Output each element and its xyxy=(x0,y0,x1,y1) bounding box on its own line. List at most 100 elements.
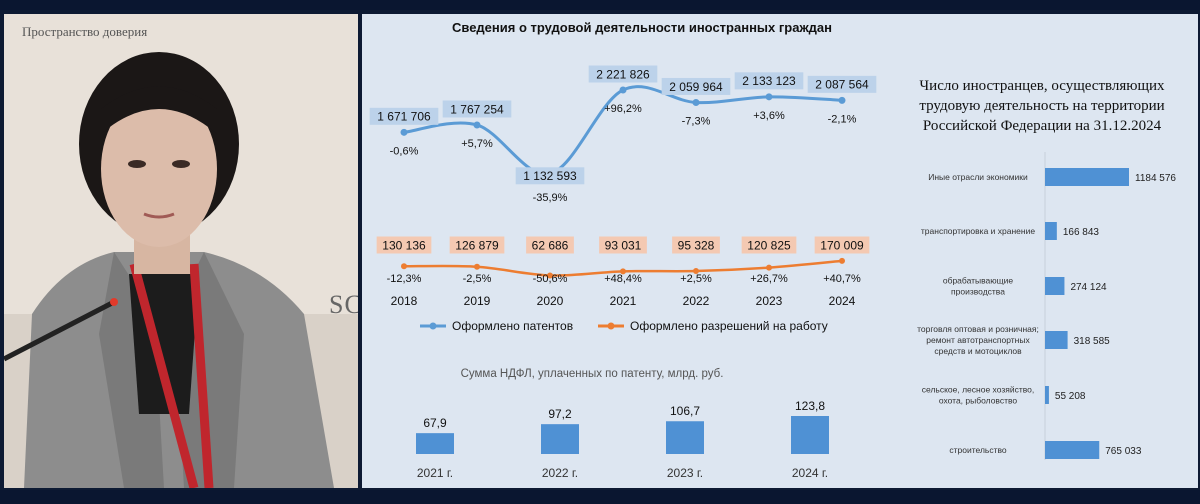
ndfl-chart-title: Сумма НДФЛ, уплаченных по патенту, млрд.… xyxy=(461,368,724,380)
ndfl-category-label: 2024 г. xyxy=(792,466,828,480)
patents-change-label: -2,1% xyxy=(828,113,857,125)
year-tick-label: 2018 xyxy=(391,294,418,308)
patents-point xyxy=(838,96,846,104)
permits-point xyxy=(766,264,772,271)
patents-value-label: 2 087 564 xyxy=(815,78,869,92)
industry-category-label: ремонт автотранспортных xyxy=(926,335,1030,345)
patents-point xyxy=(692,98,700,106)
industry-category-label: производства xyxy=(951,287,1005,297)
patents-change-label: +3,6% xyxy=(753,110,785,122)
ndfl-value-label: 123,8 xyxy=(795,399,825,413)
industry-bar xyxy=(1045,277,1065,295)
permits-value-label-bg xyxy=(376,236,432,254)
permits-value-label: 170 009 xyxy=(820,238,864,252)
permits-value-label: 120 825 xyxy=(747,238,791,252)
legend-permits-label: Оформлено разрешений на работу xyxy=(630,319,828,333)
permits-value-label: 126 879 xyxy=(455,238,499,252)
permits-point xyxy=(693,268,699,275)
ndfl-category-label: 2021 г. xyxy=(417,466,453,480)
event-brand-text: Пространство доверия xyxy=(22,24,148,39)
patents-change-label: -0,6% xyxy=(390,145,419,157)
patents-value-label-bg xyxy=(807,75,877,93)
patents-change-label: -7,3% xyxy=(682,115,711,127)
permits-value-label: 130 136 xyxy=(382,238,426,252)
ndfl-value-label: 67,9 xyxy=(423,416,447,430)
industry-category-label: транспортировка и хранение xyxy=(921,226,1035,236)
permits-change-label: -50,6% xyxy=(533,273,568,285)
industry-value-label: 55 208 xyxy=(1055,391,1086,402)
industry-value-label: 166 843 xyxy=(1063,227,1100,238)
industry-bar xyxy=(1045,441,1100,459)
permits-change-label: +40,7% xyxy=(823,273,861,285)
ndfl-value-label: 97,2 xyxy=(548,407,572,421)
presentation-slide: Сведения о трудовой деятельности иностра… xyxy=(362,14,1198,488)
patents-change-label: +96,2% xyxy=(604,103,642,115)
year-tick-label: 2024 xyxy=(829,294,856,308)
patents-value-label-bg xyxy=(369,107,439,125)
right-chart-title: Число иностранцев, осуществляющих трудов… xyxy=(919,78,1165,134)
industry-value-label: 318 585 xyxy=(1074,336,1111,347)
patents-change-label: +5,7% xyxy=(461,138,493,150)
permits-value-label-bg xyxy=(741,236,797,254)
legend-patents-marker xyxy=(429,322,437,330)
industry-category-label: охота, рыболовство xyxy=(939,396,1018,406)
year-tick-label: 2022 xyxy=(683,294,710,308)
patents-point xyxy=(619,86,627,94)
industry-value-label: 765 033 xyxy=(1105,446,1142,457)
ndfl-bar xyxy=(541,424,579,454)
permits-change-label: -2,5% xyxy=(463,273,492,285)
permits-value-label-bg xyxy=(672,236,720,254)
slide-title: Сведения о трудовой деятельности иностра… xyxy=(451,20,832,35)
industry-category-label: торговля оптовая и розничная; xyxy=(917,324,1039,334)
year-tick-label: 2019 xyxy=(464,294,491,308)
permits-change-label: +2,5% xyxy=(680,273,712,285)
industry-bar xyxy=(1045,386,1049,404)
industry-category-label: средств и мотоциклов xyxy=(934,346,1022,356)
industry-value-label: 274 124 xyxy=(1070,282,1107,293)
patents-line xyxy=(403,85,843,176)
permits-value-label-bg xyxy=(814,236,870,254)
industry-bar xyxy=(1045,331,1068,349)
ndfl-bar xyxy=(666,421,704,454)
patents-value-label: 1 767 254 xyxy=(450,102,504,116)
patents-value-label: 2 059 964 xyxy=(669,80,723,94)
year-tick-label: 2020 xyxy=(537,294,564,308)
patents-change-label: -35,9% xyxy=(533,192,568,204)
industry-bar xyxy=(1045,222,1057,240)
industry-bar xyxy=(1045,168,1129,186)
industry-category-label: обрабатывающие xyxy=(943,276,1014,286)
permits-change-label: +48,4% xyxy=(604,273,642,285)
patents-value-label: 2 133 123 xyxy=(742,74,796,88)
permits-point xyxy=(547,272,553,279)
ndfl-bar xyxy=(416,433,454,454)
backdrop-logo-fragment: SC xyxy=(329,290,358,319)
legend-patents-label: Оформлено патентов xyxy=(452,319,573,333)
permits-value-label: 95 328 xyxy=(678,238,715,252)
permits-change-label: +26,7% xyxy=(750,273,788,285)
patents-value-label: 1 132 593 xyxy=(523,169,577,183)
ndfl-category-label: 2023 г. xyxy=(667,466,703,480)
speaker-video-panel: Пространство доверия SC xyxy=(4,14,358,488)
industry-value-label: 1184 576 xyxy=(1135,173,1176,184)
year-tick-label: 2021 xyxy=(610,294,637,308)
industry-category-label: сельское, лесное хозяйство, xyxy=(922,385,1034,395)
patents-point xyxy=(765,93,773,101)
permits-point xyxy=(474,263,480,270)
patents-point xyxy=(473,121,481,129)
patents-value-label-bg xyxy=(515,167,585,185)
patents-value-label-bg xyxy=(734,72,804,90)
industry-category-label: Иные отрасли экономики xyxy=(928,172,1028,182)
ndfl-category-label: 2022 г. xyxy=(542,466,578,480)
permits-value-label: 62 686 xyxy=(532,238,569,252)
permits-point xyxy=(401,263,407,270)
patents-value-label: 2 221 826 xyxy=(596,67,650,81)
bottom-frame-bar xyxy=(0,490,1200,504)
permits-value-label-bg xyxy=(599,236,647,254)
permits-point xyxy=(620,268,626,275)
top-frame-bar xyxy=(0,0,1200,10)
patents-value-label-bg xyxy=(588,65,658,83)
patents-value-label-bg xyxy=(442,100,512,118)
patents-value-label-bg xyxy=(661,77,731,95)
legend-permits-marker xyxy=(607,322,615,330)
patents-value-label: 1 671 706 xyxy=(377,110,431,124)
